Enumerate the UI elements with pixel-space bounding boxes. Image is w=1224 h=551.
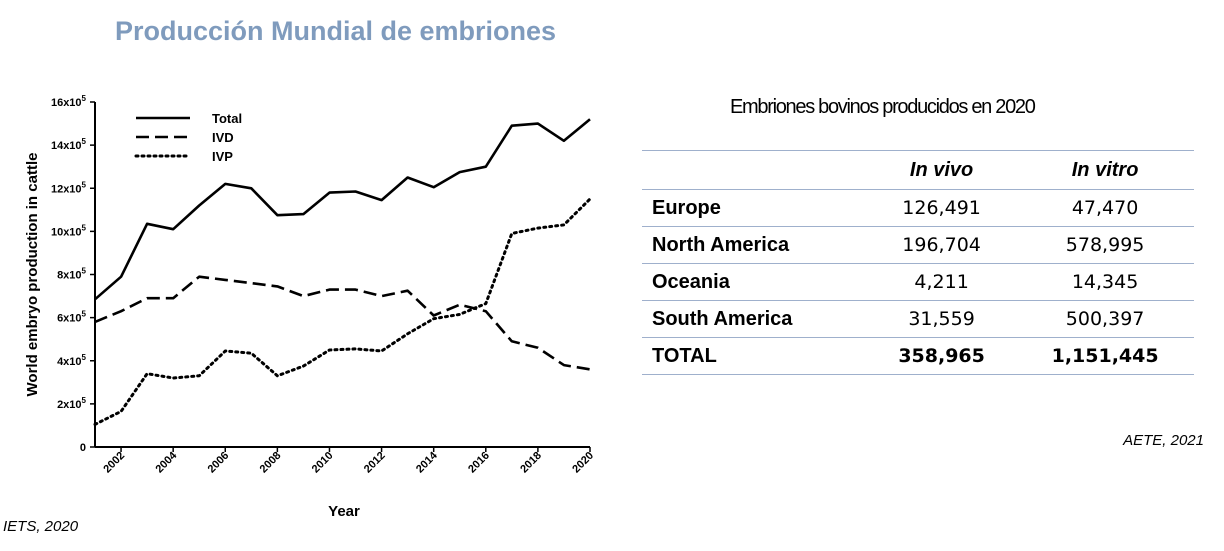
y-tick-label: 8x105	[57, 267, 86, 282]
table-header-row: In vivo In vitro	[642, 150, 1194, 190]
table-row: Europe 126,491 47,470	[642, 189, 1194, 227]
legend-label-ivd: IVD	[212, 130, 234, 145]
table-row: North America 196,704 578,995	[642, 226, 1194, 264]
embryo-table: In vivo In vitro Europe 126,491 47,470 N…	[642, 150, 1194, 375]
row-in-vitro: 578,995	[1016, 226, 1194, 264]
y-tick-label: 0	[80, 442, 86, 454]
table-row: Oceania 4,211 14,345	[642, 263, 1194, 301]
header-in-vitro: In vitro	[1016, 150, 1194, 190]
header-blank	[642, 150, 867, 190]
y-tick-label: 12x105	[51, 180, 87, 195]
x-tick-label: 2008	[258, 450, 284, 476]
x-tick-label: 2016	[466, 450, 492, 476]
x-tick-label: 2014	[414, 449, 440, 475]
row-in-vitro: 500,397	[1016, 300, 1194, 338]
x-tick-label: 2018	[518, 450, 544, 476]
row-region: North America	[642, 226, 867, 264]
x-tick-label: 2012	[362, 450, 388, 476]
row-in-vivo: 126,491	[867, 189, 1017, 227]
y-tick-label: 2x105	[57, 396, 86, 411]
right-source-citation: AETE, 2021	[1123, 432, 1204, 449]
x-tick-label: 2006	[206, 450, 232, 476]
x-tick-label: 2020	[570, 450, 596, 476]
series-line-ivp	[93, 197, 592, 426]
y-axis-label: World embryo production in cattle	[24, 153, 41, 397]
legend-label-total: Total	[212, 111, 242, 126]
row-in-vivo: 196,704	[867, 226, 1017, 264]
series-line-ivd	[94, 275, 591, 371]
y-tick-label: 16x105	[51, 94, 87, 109]
x-axis-label: Year	[328, 503, 360, 520]
table-title: Embriones bovinos producidos en 2020	[730, 96, 1036, 118]
header-in-vivo: In vivo	[867, 150, 1017, 190]
total-in-vivo: 358,965	[867, 337, 1017, 375]
x-tick-label: 2002	[101, 450, 127, 476]
y-tick-label: 14x105	[51, 137, 87, 152]
row-in-vivo: 31,559	[867, 300, 1017, 338]
y-tick-label: 4x105	[57, 353, 86, 368]
x-tick-label: 2010	[310, 450, 336, 476]
row-region: Oceania	[642, 263, 867, 301]
row-in-vitro: 14,345	[1016, 263, 1194, 301]
x-tick-label: 2004	[153, 449, 179, 475]
table-total-row: TOTAL 358,965 1,151,445	[642, 337, 1194, 375]
legend-label-ivp: IVP	[212, 149, 233, 164]
series-line-total	[94, 118, 591, 301]
table-row: South America 31,559 500,397	[642, 300, 1194, 338]
y-tick-label: 6x105	[57, 310, 86, 325]
row-in-vitro: 47,470	[1016, 189, 1194, 227]
total-in-vitro: 1,151,445	[1016, 337, 1194, 375]
left-source-citation: IETS, 2020	[3, 518, 79, 535]
slide-title: Producción Mundial de embriones	[115, 16, 557, 46]
total-label: TOTAL	[642, 337, 867, 375]
row-in-vivo: 4,211	[867, 263, 1017, 301]
embryo-production-chart: 0 2x105 4x105 6x105 8x105 10x105 12x105 14x105 1…	[24, 94, 596, 520]
y-tick-label: 10x105	[51, 223, 87, 238]
row-region: Europe	[642, 189, 867, 227]
row-region: South America	[642, 300, 867, 338]
